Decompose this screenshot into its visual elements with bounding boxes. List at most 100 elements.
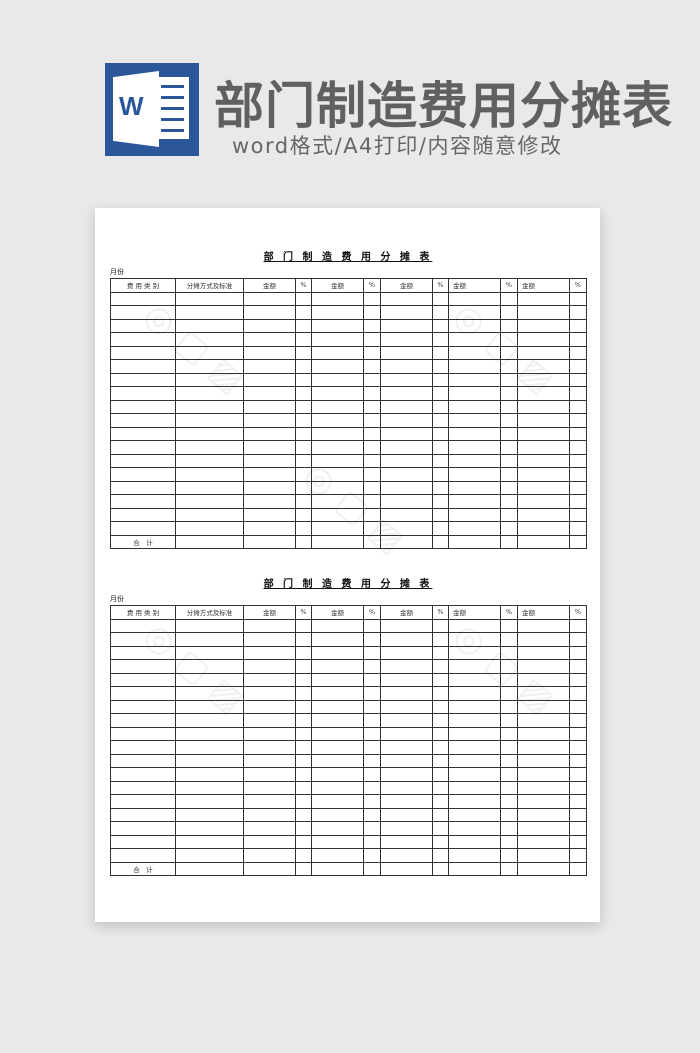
- table-cell[interactable]: [569, 507, 587, 522]
- table-cell[interactable]: [110, 645, 176, 660]
- table-cell[interactable]: [110, 413, 176, 428]
- table-cell[interactable]: [110, 834, 176, 849]
- table-cell[interactable]: [110, 372, 176, 387]
- table-cell[interactable]: [569, 413, 587, 428]
- table-cell[interactable]: [448, 386, 501, 401]
- table-cell[interactable]: [295, 332, 312, 347]
- table-cell[interactable]: [243, 345, 296, 360]
- table-cell[interactable]: [380, 672, 433, 687]
- table-cell[interactable]: [500, 345, 518, 360]
- table-cell[interactable]: [569, 753, 587, 768]
- table-cell[interactable]: [569, 713, 587, 728]
- table-cell[interactable]: [380, 834, 433, 849]
- table-cell[interactable]: [380, 318, 433, 333]
- table-cell[interactable]: [243, 318, 296, 333]
- table-cell[interactable]: [500, 632, 518, 647]
- table-cell[interactable]: [311, 291, 364, 306]
- table-cell[interactable]: [500, 534, 518, 549]
- table-cell[interactable]: [175, 426, 244, 441]
- table-cell[interactable]: [175, 534, 244, 549]
- table-cell[interactable]: [311, 686, 364, 701]
- table-cell[interactable]: [110, 672, 176, 687]
- table-cell[interactable]: [500, 645, 518, 660]
- table-cell[interactable]: [432, 480, 449, 495]
- table-cell[interactable]: [569, 645, 587, 660]
- table-cell[interactable]: [448, 440, 501, 455]
- table-cell[interactable]: [243, 480, 296, 495]
- table-cell[interactable]: [311, 861, 364, 876]
- table-cell[interactable]: [517, 740, 570, 755]
- table-cell[interactable]: [432, 345, 449, 360]
- table-cell[interactable]: [517, 494, 570, 509]
- table-cell[interactable]: [380, 453, 433, 468]
- table-cell[interactable]: [110, 794, 176, 809]
- table-cell[interactable]: [110, 780, 176, 795]
- table-cell[interactable]: [569, 821, 587, 836]
- table-cell[interactable]: [500, 386, 518, 401]
- table-cell[interactable]: [500, 794, 518, 809]
- table-cell[interactable]: [517, 686, 570, 701]
- table-cell[interactable]: [448, 507, 501, 522]
- table-cell[interactable]: [448, 686, 501, 701]
- table-cell[interactable]: [175, 780, 244, 795]
- table-cell[interactable]: [295, 359, 312, 374]
- table-cell[interactable]: [432, 686, 449, 701]
- table-cell[interactable]: [311, 632, 364, 647]
- table-cell[interactable]: [295, 372, 312, 387]
- table-cell[interactable]: [448, 753, 501, 768]
- table-cell[interactable]: [432, 426, 449, 441]
- table-cell[interactable]: [569, 699, 587, 714]
- table-cell[interactable]: [363, 821, 381, 836]
- table-cell[interactable]: [517, 645, 570, 660]
- table-cell[interactable]: [363, 780, 381, 795]
- table-cell[interactable]: [380, 618, 433, 633]
- table-cell[interactable]: [243, 821, 296, 836]
- table-cell[interactable]: [517, 291, 570, 306]
- table-cell[interactable]: [175, 453, 244, 468]
- table-cell[interactable]: [175, 807, 244, 822]
- table-cell[interactable]: [448, 807, 501, 822]
- table-cell[interactable]: [500, 659, 518, 674]
- table-cell[interactable]: [432, 699, 449, 714]
- table-cell[interactable]: [569, 780, 587, 795]
- table-cell[interactable]: [500, 834, 518, 849]
- table-cell[interactable]: [500, 726, 518, 741]
- table-cell[interactable]: [175, 480, 244, 495]
- table-cell[interactable]: [569, 861, 587, 876]
- table-cell[interactable]: [363, 534, 381, 549]
- table-cell[interactable]: [110, 699, 176, 714]
- table-cell[interactable]: [569, 494, 587, 509]
- table-cell[interactable]: [243, 399, 296, 414]
- table-cell[interactable]: [448, 834, 501, 849]
- table-cell[interactable]: [500, 521, 518, 536]
- table-cell[interactable]: [243, 291, 296, 306]
- table-cell[interactable]: [175, 291, 244, 306]
- table-cell[interactable]: [363, 632, 381, 647]
- table-cell[interactable]: [363, 834, 381, 849]
- table-cell[interactable]: [175, 726, 244, 741]
- table-cell[interactable]: [380, 848, 433, 863]
- table-cell[interactable]: [311, 426, 364, 441]
- table-cell[interactable]: [243, 767, 296, 782]
- table-cell[interactable]: [432, 659, 449, 674]
- table-cell[interactable]: [517, 345, 570, 360]
- table-cell[interactable]: [363, 332, 381, 347]
- table-cell[interactable]: [432, 372, 449, 387]
- table-cell[interactable]: [380, 753, 433, 768]
- table-cell[interactable]: [517, 821, 570, 836]
- table-cell[interactable]: [295, 632, 312, 647]
- table-cell[interactable]: [569, 794, 587, 809]
- table-cell[interactable]: [569, 632, 587, 647]
- table-cell[interactable]: [517, 426, 570, 441]
- table-cell[interactable]: [295, 686, 312, 701]
- table-cell[interactable]: [569, 359, 587, 374]
- table-cell[interactable]: [110, 821, 176, 836]
- table-cell[interactable]: [110, 726, 176, 741]
- table-cell[interactable]: [110, 521, 176, 536]
- table-cell[interactable]: [295, 834, 312, 849]
- table-cell[interactable]: [363, 740, 381, 755]
- table-cell[interactable]: [295, 713, 312, 728]
- table-cell[interactable]: [311, 305, 364, 320]
- table-cell[interactable]: [110, 291, 176, 306]
- table-cell[interactable]: [243, 848, 296, 863]
